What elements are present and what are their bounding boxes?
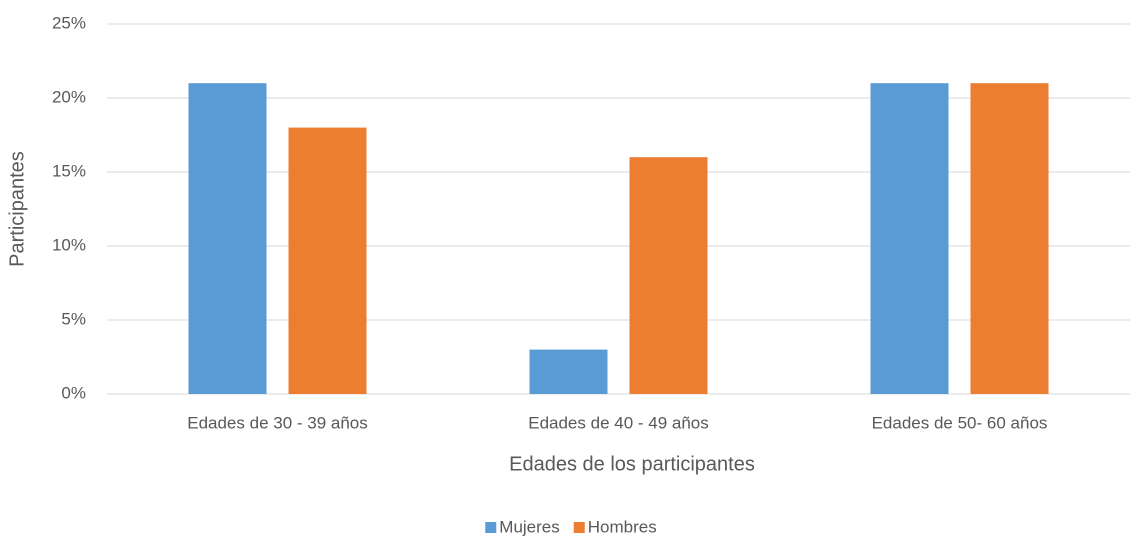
x-tick-label: Edades de 30 - 39 años <box>187 413 368 432</box>
y-tick-label: 10% <box>52 235 86 254</box>
legend-label: Mujeres <box>499 517 559 536</box>
bar <box>629 157 708 394</box>
bar <box>529 349 608 394</box>
y-tick-label: 15% <box>52 161 86 180</box>
legend-label: Hombres <box>588 517 657 536</box>
x-axis-title: Edades de los participantes <box>509 453 755 475</box>
y-tick-label: 20% <box>52 87 86 106</box>
bar <box>970 83 1049 394</box>
x-tick-label: Edades de 50- 60 años <box>872 413 1048 432</box>
legend-swatch <box>485 522 497 533</box>
y-tick-label: 5% <box>61 309 86 328</box>
bar <box>870 83 949 394</box>
bar <box>288 127 367 394</box>
legend-swatch <box>573 522 585 533</box>
x-tick-label: Edades de 40 - 49 años <box>528 413 709 432</box>
y-axis-title: Participantes <box>6 151 28 267</box>
y-tick-label: 0% <box>61 383 86 402</box>
bar <box>188 83 267 394</box>
y-tick-label: 25% <box>52 13 86 32</box>
